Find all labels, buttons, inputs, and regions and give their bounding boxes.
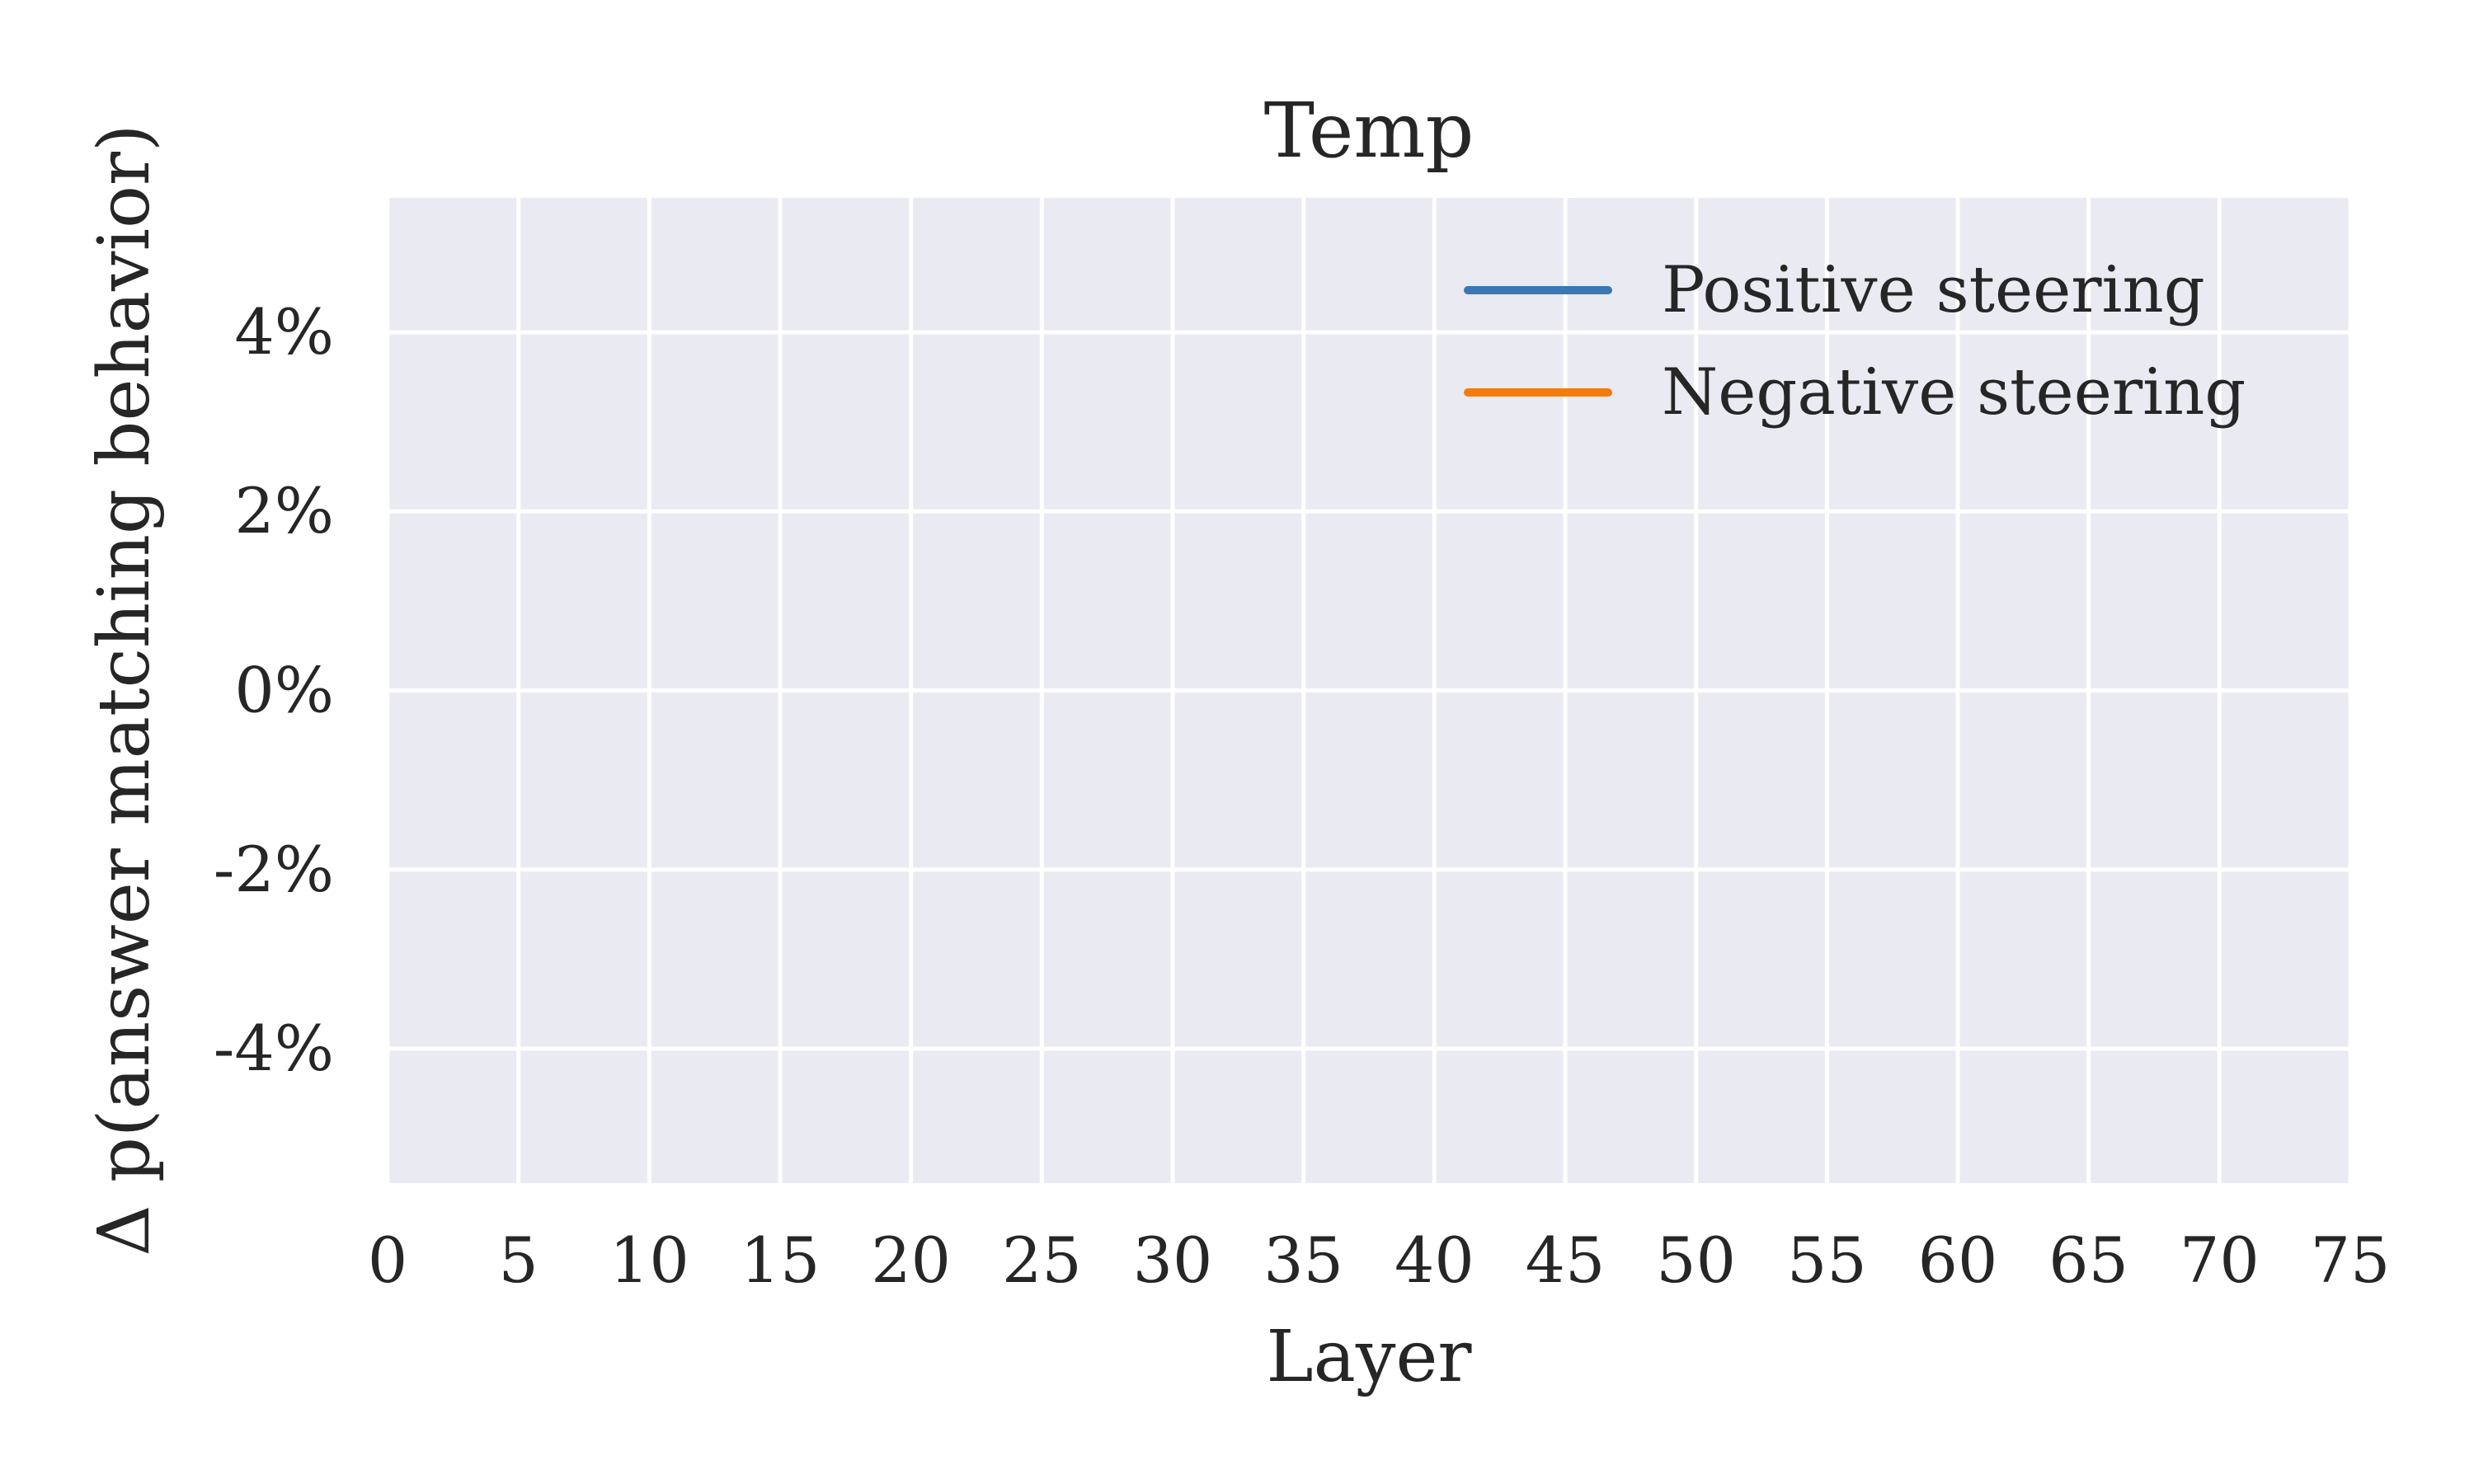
legend: Positive steering Negative steering bbox=[1464, 253, 2246, 430]
x-tick-label: 15 bbox=[741, 1223, 821, 1297]
x-tick-label: 45 bbox=[1526, 1223, 1606, 1297]
x-tick-label: 60 bbox=[1918, 1223, 1998, 1297]
x-tick-label: 20 bbox=[871, 1223, 951, 1297]
grid-lines bbox=[385, 198, 2353, 1183]
y-tick-label: 2% bbox=[234, 474, 334, 547]
chart-title: Temp bbox=[1264, 87, 1475, 175]
x-tick-label: 50 bbox=[1656, 1223, 1736, 1297]
legend-label-negative: Negative steering bbox=[1662, 355, 2246, 430]
y-tick-labels: 4% 2% 0% -2% -4% bbox=[214, 295, 334, 1085]
y-tick-label: 0% bbox=[234, 654, 334, 727]
x-tick-label: 5 bbox=[498, 1223, 538, 1297]
y-tick-label: 4% bbox=[234, 295, 334, 369]
x-tick-label: 55 bbox=[1787, 1223, 1867, 1297]
y-tick-label: -4% bbox=[214, 1012, 334, 1085]
y-axis-label: Δ p(answer matching behavior) bbox=[83, 124, 166, 1256]
x-tick-label: 35 bbox=[1263, 1223, 1343, 1297]
x-tick-label: 25 bbox=[1002, 1223, 1082, 1297]
x-tick-labels: 0 5 10 15 20 25 30 35 40 45 50 55 60 65 70 75 bbox=[368, 1223, 2391, 1297]
x-tick-label: 75 bbox=[2311, 1223, 2391, 1297]
x-tick-label: 40 bbox=[1395, 1223, 1475, 1297]
x-axis-label: Layer bbox=[1267, 1316, 1473, 1398]
x-tick-label: 70 bbox=[2180, 1223, 2260, 1297]
legend-label-positive: Positive steering bbox=[1662, 253, 2205, 327]
x-tick-label: 30 bbox=[1133, 1223, 1213, 1297]
x-tick-label: 65 bbox=[2048, 1223, 2128, 1297]
x-tick-label: 0 bbox=[368, 1223, 407, 1297]
x-tick-label: 10 bbox=[609, 1223, 689, 1297]
y-tick-label: -2% bbox=[214, 833, 334, 906]
